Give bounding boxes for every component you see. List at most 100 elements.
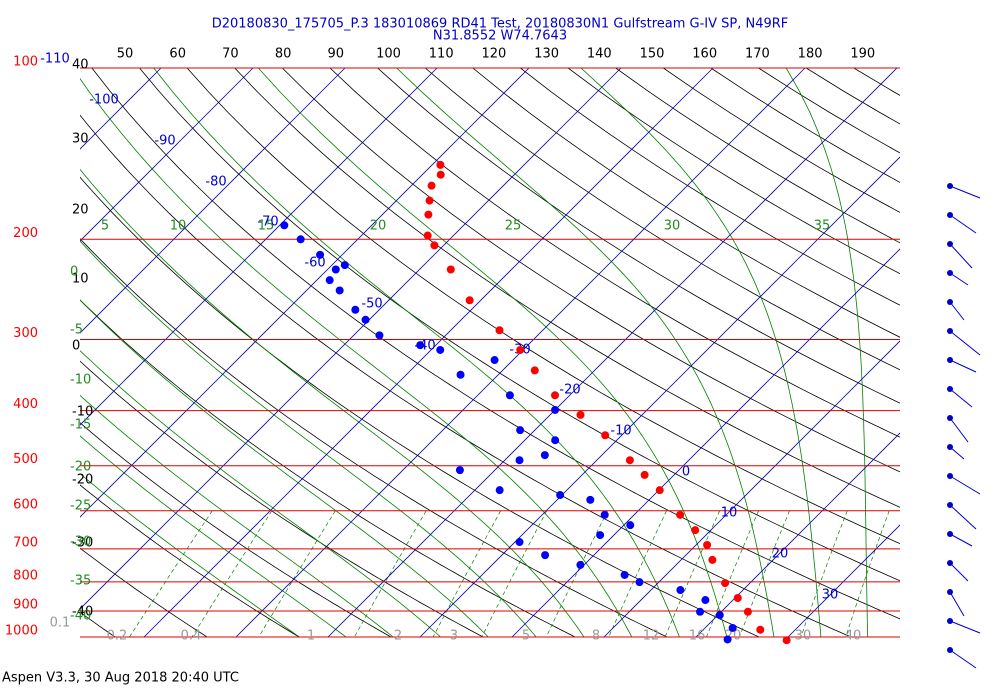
- temperature-point: [446, 265, 455, 274]
- isotherm-label: 0: [682, 465, 690, 480]
- dewpoint-point: [280, 221, 289, 230]
- green-left-label: 0: [70, 265, 78, 280]
- adiabat-label: 5: [101, 219, 109, 234]
- mixing-ratio-label: 0.4: [181, 629, 202, 644]
- left-label: -10: [72, 405, 93, 420]
- mixing-ratio-line: [706, 510, 759, 637]
- isotherm: [80, 68, 530, 518]
- mixing-ratio-label: 2: [394, 629, 402, 644]
- mixing-ratio-line: [129, 510, 213, 637]
- dry-adiabat: [282, 68, 900, 473]
- mixing-ratio-label: 3: [450, 629, 458, 644]
- mixing-ratio-line: [739, 510, 790, 637]
- top-label: 50: [117, 47, 134, 62]
- mixing-ratio-line: [191, 510, 273, 637]
- dry-adiabat: [710, 68, 900, 183]
- temperature-point: [703, 540, 712, 549]
- dry-adiabat: [80, 299, 576, 637]
- dewpoint-point: [715, 611, 724, 620]
- dewpoint-point: [455, 466, 464, 475]
- temperature-point: [576, 410, 585, 419]
- isotherm: [80, 68, 254, 242]
- green-left-label: -25: [70, 499, 91, 514]
- dry-adiabat: [80, 611, 116, 637]
- isotherm-label: -50: [361, 297, 382, 312]
- moist-adiabat: [580, 68, 822, 637]
- dewpoint-point: [375, 331, 384, 340]
- dewpoint-point: [316, 250, 325, 259]
- wind-barb-staff: [949, 272, 969, 286]
- dewpoint-point: [416, 341, 425, 350]
- dewpoint-point: [676, 586, 685, 595]
- green-left-label: -15: [70, 418, 91, 433]
- isotherm-label: 20: [772, 547, 789, 562]
- dry-adiabat: [758, 68, 900, 154]
- isotherm: [695, 432, 900, 637]
- temperature-point: [550, 391, 559, 400]
- dewpoint-point: [701, 596, 710, 605]
- temperature-point: [530, 366, 539, 375]
- dry-adiabat: [567, 68, 900, 275]
- wind-barb-staff: [949, 446, 965, 460]
- pressure-label: 500: [13, 452, 38, 467]
- green-left-label: -30: [70, 535, 91, 550]
- dry-adiabat: [853, 68, 900, 96]
- isotherm: [511, 248, 900, 637]
- dewpoint-point: [351, 305, 360, 314]
- mixing-ratio-line: [258, 510, 336, 637]
- adiabat-label: 25: [505, 219, 522, 234]
- adiabat-label: 35: [814, 219, 831, 234]
- top-label: 170: [745, 47, 770, 62]
- isotherm-label: -100: [89, 93, 119, 108]
- left-label: 10: [72, 272, 89, 287]
- mixing-ratio-label: 8: [592, 629, 600, 644]
- dewpoint-point: [516, 426, 525, 435]
- mixing-ratio-label: 40: [845, 629, 862, 644]
- green-left-label: -40: [70, 609, 91, 624]
- wind-barb-staff: [949, 301, 965, 321]
- temperature-point: [427, 181, 436, 190]
- top-label: 80: [275, 47, 292, 62]
- dry-adiabat: [949, 68, 1000, 649]
- wind-barb-staff: [949, 243, 973, 269]
- isotherm-label: -70: [257, 215, 278, 230]
- dewpoint-point: [626, 521, 635, 530]
- dry-adiabat: [91, 68, 900, 620]
- temperature-point: [708, 555, 717, 564]
- temperature-point: [625, 456, 634, 465]
- dry-adiabat: [520, 68, 900, 306]
- pressure-label: 900: [13, 597, 38, 612]
- wind-barb-staff: [949, 533, 973, 547]
- top-label: 150: [640, 47, 665, 62]
- dewpoint-point: [436, 345, 445, 354]
- top-label: 140: [587, 47, 612, 62]
- dewpoint-point: [490, 356, 499, 365]
- wind-barb-staff: [949, 591, 965, 617]
- pressure-label: 700: [13, 535, 38, 550]
- temperature-point: [423, 231, 432, 240]
- pressure-label: 300: [13, 326, 38, 341]
- temperature-point: [601, 431, 610, 440]
- green-left-label: -35: [70, 574, 91, 589]
- top-label: 160: [692, 47, 717, 62]
- isotherm-label: 30: [822, 588, 839, 603]
- dewpoint-point: [551, 436, 560, 445]
- adiabat-label: 30: [664, 219, 681, 234]
- left-label: -20: [72, 473, 93, 488]
- dewpoint-point: [331, 265, 340, 274]
- dewpoint-point: [340, 261, 349, 270]
- dry-adiabat: [80, 484, 300, 637]
- green-left-label: -5: [70, 323, 83, 338]
- dewpoint-point: [456, 370, 465, 379]
- dry-adiabat: [805, 68, 900, 125]
- mixing-ratio-label: 16: [689, 629, 706, 644]
- wind-barb-staff: [949, 504, 977, 530]
- isotherm: [80, 68, 162, 150]
- mixing-ratio-label: 0.1: [50, 616, 71, 631]
- dry-adiabat: [80, 238, 668, 637]
- top-label: 90: [328, 47, 345, 62]
- dewpoint-point: [586, 495, 595, 504]
- dry-adiabat: [424, 68, 900, 371]
